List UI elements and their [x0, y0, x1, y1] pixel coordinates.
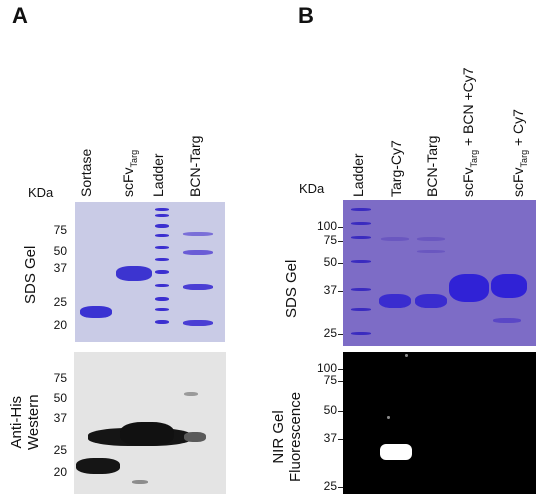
mw-marker: 75: [323, 233, 337, 247]
mw-marker: 37: [53, 411, 67, 425]
band-bcn-targ: [183, 284, 213, 290]
lane-label-ladder-b: Ladder: [350, 153, 366, 197]
tick: [338, 487, 343, 488]
mw-marker: 75: [53, 371, 67, 385]
western-blot-image-a: [74, 352, 226, 494]
tick: [338, 381, 343, 382]
ladder-band: [351, 332, 371, 335]
ladder-band: [351, 222, 371, 225]
tick: [338, 263, 343, 264]
mw-marker: 37: [323, 431, 337, 445]
mw-marker: 25: [323, 326, 337, 340]
ladder-band: [351, 208, 371, 211]
tick: [338, 334, 343, 335]
mw-marker: 50: [323, 403, 337, 417]
lane-label-targ-cy7: Targ-Cy7: [388, 140, 404, 197]
lane-label-scfv-targ: scFvTarg: [120, 149, 139, 197]
band-western-faint: [132, 480, 148, 484]
sds-gel-label-b: SDS Gel: [283, 259, 300, 318]
band-targ-cy7-faint: [381, 237, 409, 241]
ladder-band: [155, 258, 169, 261]
mw-marker: 50: [323, 255, 337, 269]
band-targ-cy7: [379, 294, 411, 308]
ladder-band: [351, 260, 371, 263]
kda-label-a: KDa: [28, 185, 54, 200]
mw-marker: 20: [53, 318, 67, 332]
band-scfv: [116, 266, 152, 281]
tick: [338, 411, 343, 412]
nir-gel-image-b: [343, 352, 536, 494]
sds-gel-image-b: [343, 200, 536, 346]
band-bcn-targ: [183, 320, 213, 326]
sds-gel-image-a: [75, 202, 225, 342]
lane-label-sortase: Sortase: [78, 148, 94, 197]
lane-label-scfv-cy7: scFvTarg + Cy7: [510, 109, 529, 197]
ladder-band: [155, 297, 169, 301]
ladder-band: [155, 208, 169, 211]
band-sortase: [80, 306, 112, 318]
tick: [338, 369, 343, 370]
band-scfv-cy7-faint: [493, 318, 521, 323]
mw-marker: 100: [316, 361, 337, 375]
ladder-band: [155, 308, 169, 311]
mw-marker: 100: [316, 219, 337, 233]
band-scfv-cy7: [491, 274, 527, 298]
band-bcn-targ-faint: [417, 237, 445, 241]
ladder-band: [351, 308, 371, 311]
ladder-band: [155, 214, 169, 217]
band-nir-targ-cy7: [380, 444, 412, 460]
nir-label-b: NIR Gel Fluorescence: [270, 391, 304, 482]
mw-marker: 75: [53, 223, 67, 237]
band-bcn-targ: [183, 232, 213, 236]
band-bcn-targ-b: [415, 294, 447, 308]
ladder-band: [155, 234, 169, 237]
band-western-bcn: [184, 432, 206, 442]
speck: [405, 354, 408, 357]
band-western-sortase: [76, 458, 120, 474]
lane-label-bcn-targ-b: BCN-Targ: [424, 135, 440, 197]
panel-a-letter: A: [12, 3, 28, 28]
kda-label-b: KDa: [299, 181, 325, 196]
ladder-band: [155, 270, 169, 274]
band-scfv-bcn-cy7: [449, 274, 489, 302]
ladder-band: [155, 224, 169, 228]
ladder-band: [351, 288, 371, 291]
mw-marker: 20: [53, 465, 67, 479]
band-western-faint: [184, 392, 198, 396]
ladder-band: [155, 246, 169, 249]
tick: [338, 291, 343, 292]
ladder-band: [155, 320, 169, 324]
tick: [338, 227, 343, 228]
mw-marker: 75: [323, 373, 337, 387]
mw-marker: 50: [53, 244, 67, 258]
ladder-band: [155, 284, 169, 287]
ladder-band: [351, 236, 371, 239]
lane-label-scfv-bcn-cy7: scFvTarg + BCN +Cy7: [460, 67, 479, 197]
band-bcn-targ: [183, 250, 213, 255]
mw-marker: 25: [53, 295, 67, 309]
mw-marker: 25: [323, 479, 337, 493]
band-bcn-targ-faint: [417, 250, 445, 253]
tick: [338, 439, 343, 440]
panel-b-letter: B: [298, 3, 314, 28]
lane-label-bcn-targ: BCN-Targ: [187, 135, 203, 197]
band-western-scfv-core: [120, 422, 174, 446]
mw-marker: 37: [323, 283, 337, 297]
speck: [387, 416, 390, 419]
tick: [338, 241, 343, 242]
lane-label-ladder: Ladder: [150, 153, 166, 197]
mw-marker: 37: [53, 261, 67, 275]
mw-marker: 25: [53, 443, 67, 457]
mw-marker: 50: [53, 391, 67, 405]
